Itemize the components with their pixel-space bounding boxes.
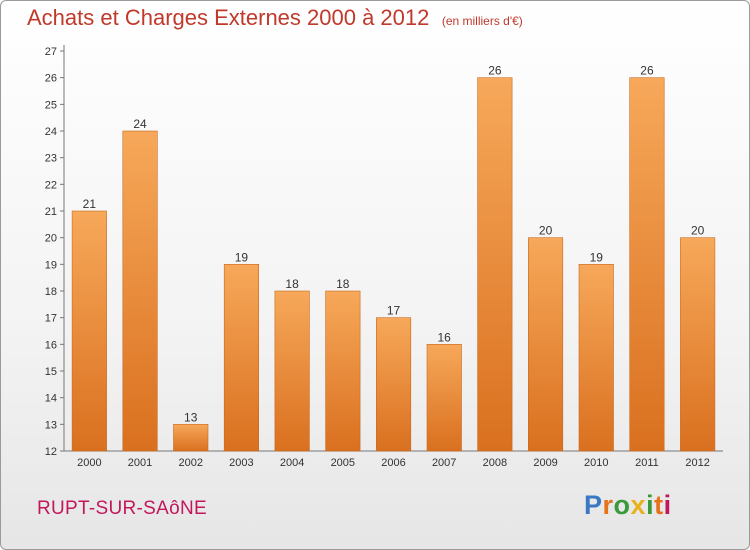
y-tick-label: 23 [45,153,57,165]
bar-2005 [325,290,361,452]
bar-2012 [680,237,716,452]
data-label-2012: 20 [691,224,705,238]
data-label-2001: 24 [133,117,147,131]
logo-letter: r [602,490,614,520]
y-tick-label: 12 [45,446,57,458]
logo-letter: P [584,490,603,520]
y-tick-label: 13 [45,419,57,431]
bar-2006 [375,317,412,452]
data-label-2005: 18 [336,277,350,291]
data-label-2008: 26 [488,64,502,78]
logo-letter: o [613,490,631,520]
chart-title: Achats et Charges Externes 2000 à 2012 [27,5,430,30]
y-tick-label: 25 [45,99,57,111]
y-tick-label: 17 [45,313,57,325]
x-tick-label: 2007 [432,457,456,469]
bar-2002 [173,423,209,452]
x-tick-label: 2010 [584,457,608,469]
x-tick-label: 2000 [77,457,101,469]
data-label-2010: 19 [590,250,604,264]
x-tick-label: 2006 [381,457,405,469]
chart-subtitle: (en milliers d'€) [441,14,523,28]
data-label-2003: 19 [235,250,249,264]
y-tick-label: 15 [45,366,57,378]
y-tick-label: 16 [45,339,57,351]
y-tick-label: 14 [45,393,57,405]
y-tick-label: 21 [45,206,57,218]
y-tick-label: 20 [45,233,57,245]
x-tick-label: 2009 [533,457,557,469]
x-tick-label: 2002 [178,457,202,469]
city-name: RUPT-SUR-SAôNE [37,498,207,519]
bar-2007 [426,343,462,452]
bar-2003 [223,263,259,452]
x-tick-label: 2005 [331,457,355,469]
x-tick-label: 2012 [685,457,709,469]
bar-2000 [71,210,107,452]
logo-letter: t [654,490,664,520]
y-tick-label: 26 [45,73,57,85]
data-label-2007: 16 [438,330,452,344]
x-tick-label: 2001 [128,457,152,469]
y-tick-label: 27 [45,46,57,58]
x-tick-label: 2004 [280,457,304,469]
logo-letter: x [630,490,647,520]
data-label-2004: 18 [285,277,299,291]
bar-2009 [527,237,564,452]
title-row: Achats et Charges Externes 2000 à 2012 (… [27,5,523,31]
bar-2001 [122,130,158,452]
bar-2008 [477,77,513,452]
x-tick-label: 2011 [635,457,659,469]
y-tick-label: 19 [45,259,57,271]
data-label-2000: 21 [83,197,97,211]
logo-letter: i [646,490,655,520]
x-tick-label: 2003 [229,457,253,469]
bar-2004 [274,290,310,452]
y-tick-label: 22 [45,179,57,191]
y-tick-label: 24 [45,126,57,138]
logo-letter: i [663,490,672,520]
y-tick-label: 18 [45,286,57,298]
bar-2010 [578,263,614,452]
data-label-2002: 13 [184,410,198,424]
bar-2011 [629,77,665,452]
x-tick-label: 2008 [483,457,507,469]
data-label-2006: 17 [387,304,401,318]
data-label-2009: 20 [539,224,553,238]
data-label-2011: 26 [640,64,654,78]
proxiti-logo: Proxiti [584,490,672,521]
